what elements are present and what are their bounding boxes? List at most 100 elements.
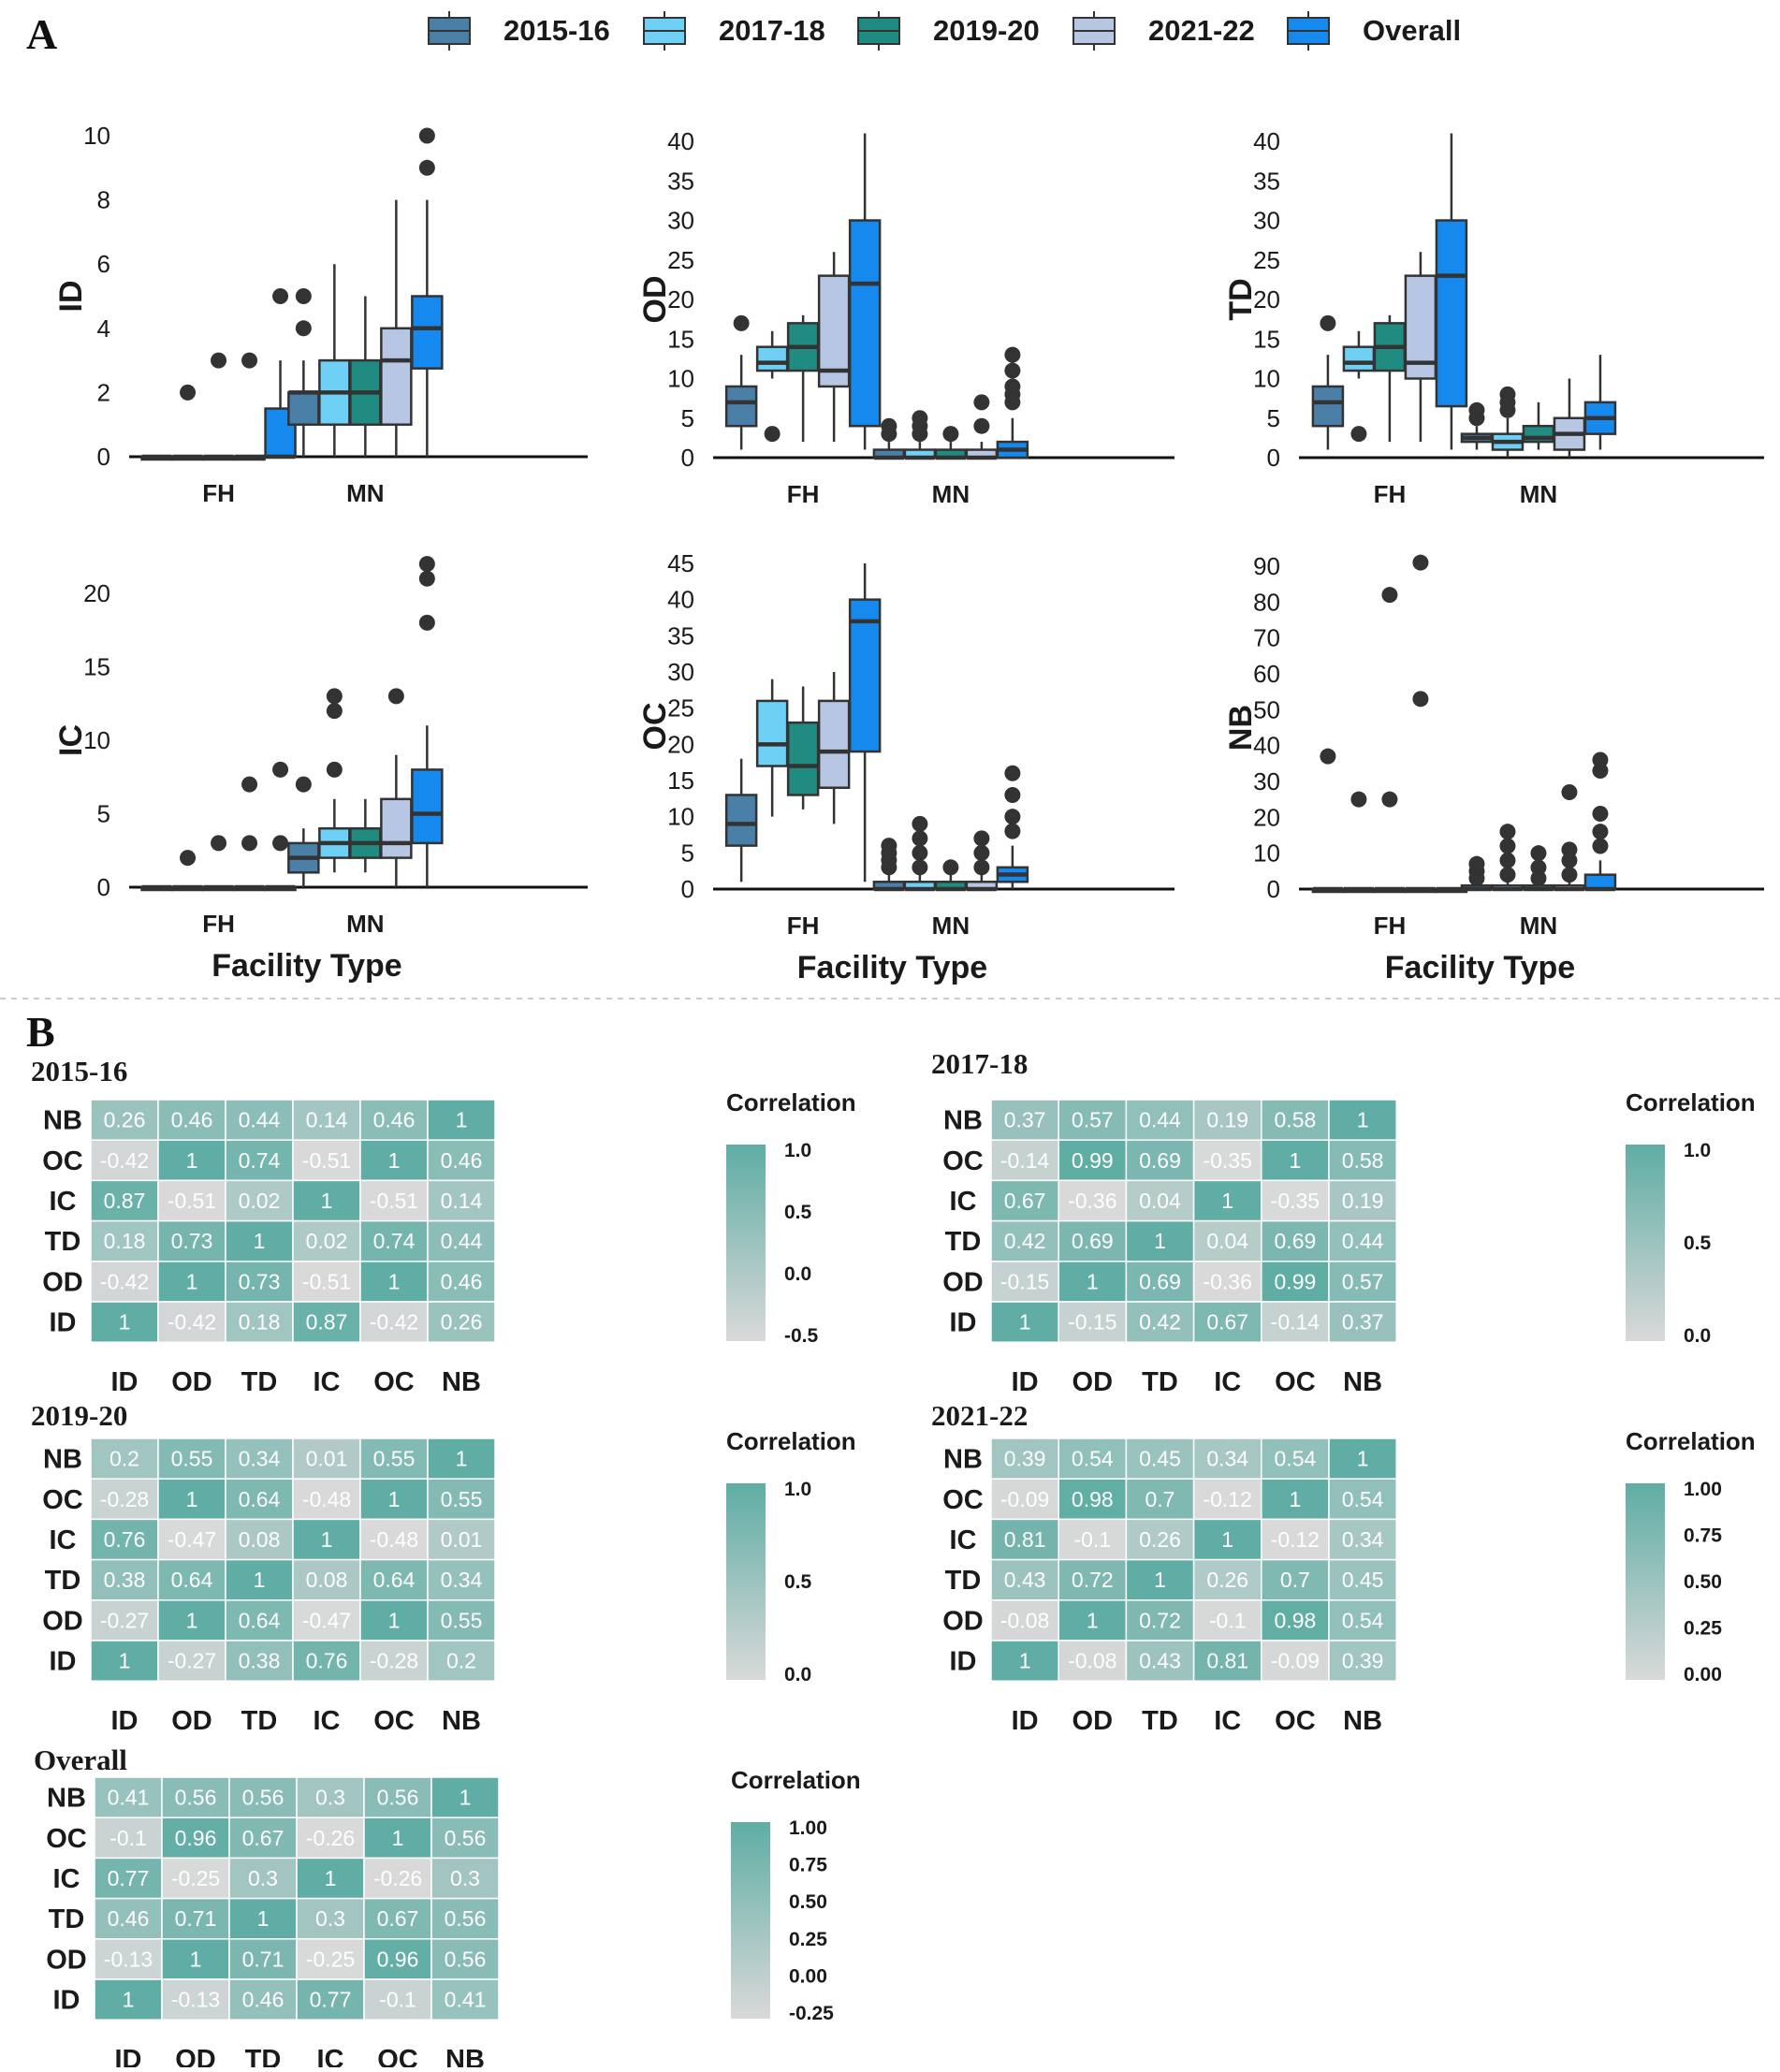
heatmap-cell-value: 0.87: [104, 1189, 146, 1213]
box-mn-2015-16: [287, 776, 320, 887]
box-outlier: [241, 776, 258, 793]
heatmap-cell-fill: [427, 1179, 496, 1222]
heatmap-cell: 1: [90, 1640, 159, 1682]
heatmap-cell-fill: [228, 1817, 298, 1860]
heatmap-cell-value: 1: [1290, 1487, 1302, 1511]
row-label: NB: [43, 1445, 82, 1475]
boxplot-chart-td: TD 0 5 10 15 20 25 30 35 40 FH MN: [1223, 127, 1764, 508]
heatmap-cell: 0.64: [225, 1599, 294, 1642]
heatmap-cell-value: 0.99: [1072, 1148, 1114, 1173]
heatmap-cell: 0.3: [228, 1857, 298, 1900]
row-label: TD: [49, 1904, 85, 1934]
heatmap-cell-fill: [1261, 1437, 1330, 1480]
heatmap-cell-value: 0.69: [1275, 1229, 1317, 1253]
y-tick-label: 30: [1253, 767, 1280, 795]
heatmap-cell: 1: [1058, 1261, 1128, 1303]
row-label: TD: [945, 1566, 982, 1596]
row-label: OD: [42, 1606, 83, 1636]
y-tick-label: 15: [667, 325, 694, 353]
heatmap-cell-fill: [225, 1437, 294, 1480]
heatmap-cell-value: -0.28: [370, 1649, 418, 1673]
heatmap-cell-value: -0.35: [1271, 1189, 1320, 1213]
box-body: [1435, 219, 1468, 408]
heatmap-cell-value: 0.34: [239, 1447, 281, 1471]
box-outlier: [1592, 751, 1609, 768]
heatmap-cell-fill: [225, 1301, 294, 1343]
heatmap-cell-fill: [157, 1099, 226, 1141]
heatmap-cell: 0.46: [427, 1261, 496, 1303]
heatmap-cell-value: 0.54: [1342, 1608, 1384, 1632]
heatmap-cell-fill: [292, 1261, 361, 1303]
heatmap-cell-fill: [1328, 1261, 1397, 1303]
y-tick-label: 5: [1267, 404, 1280, 432]
heatmap-cell-value: 0.46: [108, 1906, 150, 1931]
heatmap-cell-value: -0.51: [302, 1148, 351, 1173]
y-tick-label: 0: [681, 444, 694, 472]
y-tick-label: 5: [97, 800, 110, 828]
box-outlier: [326, 703, 343, 720]
heatmap-cell-value: 1: [1357, 1447, 1369, 1471]
box-mn-overall: [411, 127, 444, 457]
y-tick-label: 5: [681, 404, 694, 432]
legend-tick-label: 1.0: [784, 1140, 811, 1161]
y-tick-label: 0: [1267, 444, 1280, 472]
box-outlier: [1004, 823, 1021, 839]
heatmap-cell: -0.1: [363, 1978, 432, 2021]
box-outlier: [1350, 426, 1367, 443]
box-mn-2021-22: [1553, 784, 1586, 892]
heatmap-cell: 0.7: [1125, 1478, 1195, 1521]
col-label: TD: [1142, 1367, 1178, 1397]
heatmap-cell: 0.14: [427, 1179, 496, 1222]
box-fh-2019-20: [202, 352, 235, 461]
heatmap-cell: 0.3: [296, 1776, 365, 1818]
heatmap-cell-value: -0.15: [1000, 1269, 1049, 1293]
heatmap-cell: 0.2: [90, 1437, 159, 1480]
heatmap-cell-value: 0.43: [1004, 1568, 1046, 1592]
box-outlier: [1499, 852, 1516, 868]
y-tick-label: 25: [1253, 246, 1280, 274]
legend-title: Correlation: [731, 1766, 861, 1794]
box-outlier: [1412, 691, 1429, 708]
box-fh-2019-20: [786, 314, 820, 443]
row-label: NB: [943, 1106, 983, 1136]
row-label: IC: [950, 1525, 977, 1555]
heatmap-cell-fill: [90, 1437, 159, 1480]
heatmap-cell: 0.02: [225, 1179, 294, 1222]
y-tick-label: 40: [667, 586, 694, 614]
heatmap-cell-fill: [1058, 1139, 1128, 1182]
heatmap-cell-fill: [296, 1978, 365, 2021]
heatmap-cell: -0.15: [990, 1261, 1059, 1303]
heatmap-cell: -0.13: [94, 1938, 163, 1980]
col-label: OC: [373, 1367, 415, 1397]
y-tick-label: 30: [1253, 207, 1280, 235]
heatmap-cell-value: 0.26: [1139, 1527, 1181, 1552]
heatmap-cell-value: 0.58: [1275, 1108, 1317, 1132]
heatmap-cell-value: 1: [388, 1487, 401, 1511]
heatmap-cell: 1: [157, 1478, 226, 1521]
heatmap-cell-fill: [427, 1301, 496, 1343]
heatmap-cell: 0.56: [363, 1776, 432, 1818]
box-fh-2021-22: [1404, 554, 1437, 894]
heatmap-cell-fill: [430, 1978, 500, 2021]
heatmap-cell-value: -0.36: [1068, 1189, 1116, 1213]
heatmap-cell-fill: [990, 1139, 1059, 1182]
y-tick-label: 40: [667, 127, 694, 155]
legend-colorbar: [726, 1483, 766, 1680]
heatmap-cell-value: 0.26: [104, 1108, 146, 1132]
legend-tick-label: 0.00: [789, 1965, 827, 1987]
heatmap-cell-value: 0.37: [1342, 1310, 1384, 1335]
heatmap-cell-value: 0.73: [171, 1229, 213, 1253]
heatmap-cell: 1: [1058, 1599, 1128, 1642]
col-label: OD: [1072, 1706, 1114, 1736]
heatmap-cell-fill: [990, 1437, 1059, 1480]
heatmap-cell-fill: [1125, 1640, 1195, 1682]
col-label: ID: [111, 1367, 139, 1397]
y-tick-label: 8: [97, 186, 110, 214]
heatmap-cell: 1: [427, 1437, 496, 1480]
box-body: [1342, 345, 1376, 372]
box-mn-2021-22: [380, 199, 413, 457]
box-outlier: [418, 614, 435, 631]
boxplot-chart-ic: IC 0 5 10 15 20 FH MN Facility Type: [53, 556, 588, 984]
heatmap-cell-value: 0.71: [175, 1906, 217, 1931]
y-tick-label: 10: [667, 365, 694, 393]
